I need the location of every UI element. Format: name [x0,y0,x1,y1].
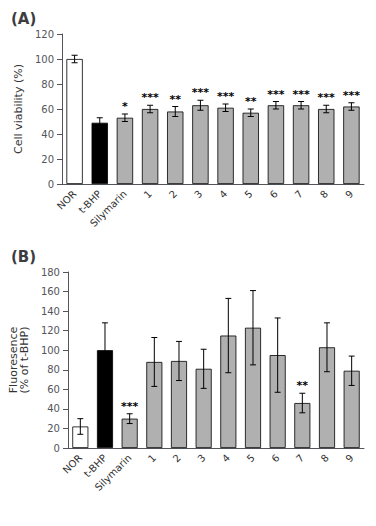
svg-text:7: 7 [293,188,305,200]
svg-text:NOR: NOR [61,452,85,476]
svg-text:80: 80 [41,79,54,90]
svg-text:120: 120 [41,325,60,336]
svg-text:2: 2 [167,188,179,200]
svg-text:0: 0 [48,179,54,190]
svg-text:0: 0 [54,443,60,454]
svg-text:2: 2 [171,452,183,464]
svg-text:7: 7 [294,452,306,464]
svg-text:100: 100 [41,345,60,356]
svg-text:20: 20 [41,154,54,165]
svg-text:(% of t-BHP): (% of t-BHP) [18,327,31,394]
svg-text:3: 3 [195,452,207,464]
svg-text:***: *** [292,88,310,101]
svg-text:3: 3 [192,188,204,200]
svg-text:**: ** [297,379,309,392]
svg-text:40: 40 [41,129,54,140]
svg-text:4: 4 [220,452,232,464]
svg-text:5: 5 [245,452,257,464]
svg-text:8: 8 [319,452,331,464]
svg-text:Fluoresence: Fluoresence [7,326,20,394]
svg-text:20: 20 [47,423,60,434]
svg-text:80: 80 [47,364,60,375]
svg-text:140: 140 [41,306,60,317]
svg-text:***: *** [192,86,210,99]
svg-text:6: 6 [269,452,281,464]
svg-text:NOR: NOR [55,188,79,212]
svg-text:9: 9 [343,452,355,464]
svg-text:***: *** [217,90,235,103]
svg-text:180: 180 [41,267,60,278]
svg-text:**: ** [169,93,181,106]
svg-text:4: 4 [217,188,229,200]
svg-text:***: *** [121,400,139,413]
svg-text:t-BHP: t-BHP [81,452,109,480]
svg-text:***: *** [318,91,336,104]
svg-text:5: 5 [242,188,254,200]
svg-text:(A): (A) [11,10,36,28]
svg-text:160: 160 [41,286,60,297]
svg-text:*: * [122,100,128,113]
svg-text:**: ** [245,95,257,108]
svg-text:1: 1 [146,452,158,464]
svg-text:60: 60 [41,104,54,115]
svg-text:1: 1 [142,188,154,200]
svg-text:Cell viability (%): Cell viability (%) [12,64,25,154]
svg-text:(B): (B) [11,248,36,266]
svg-text:8: 8 [318,188,330,200]
svg-text:***: *** [141,91,159,104]
svg-text:9: 9 [343,188,355,200]
svg-text:40: 40 [47,403,60,414]
svg-text:Silymarin: Silymarin [88,188,129,229]
svg-text:Silymarin: Silymarin [93,452,134,493]
svg-text:6: 6 [268,188,280,200]
svg-text:***: *** [343,89,361,102]
svg-text:60: 60 [47,384,60,395]
svg-text:100: 100 [35,54,54,65]
svg-text:t-BHP: t-BHP [76,188,104,216]
svg-text:120: 120 [35,29,54,40]
svg-text:***: *** [267,88,285,101]
